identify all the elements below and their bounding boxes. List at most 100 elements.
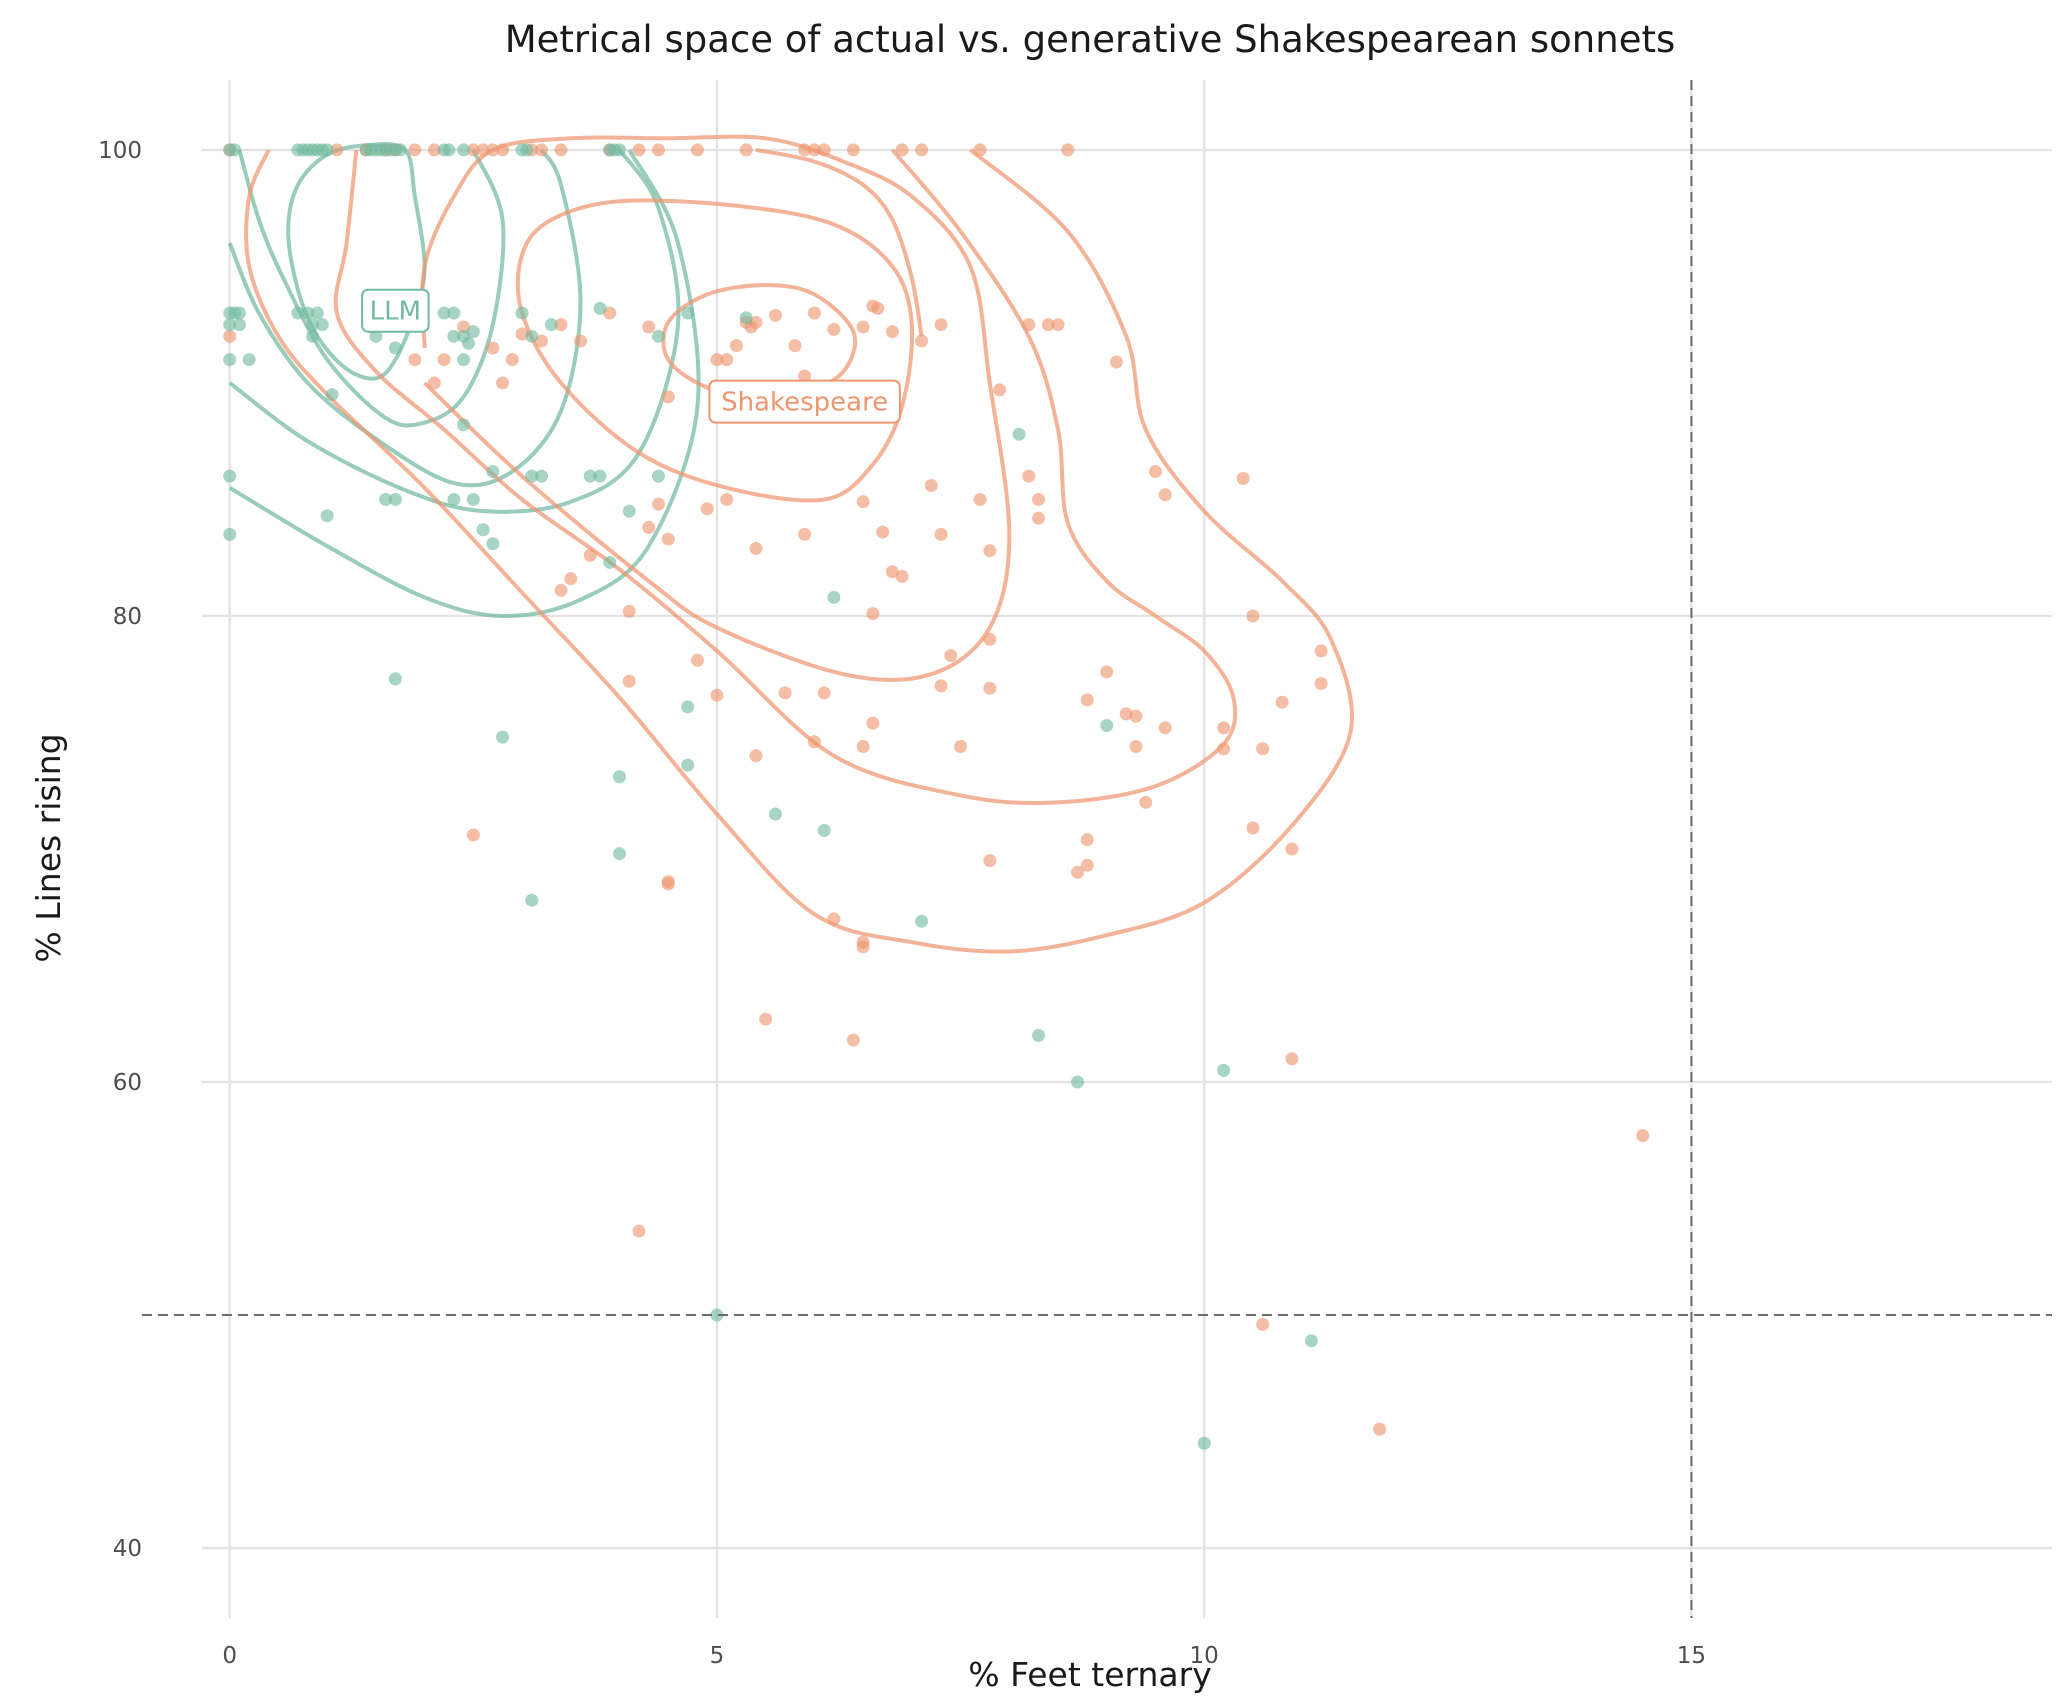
shakespeare-point <box>1080 693 1094 707</box>
shakespeare-point <box>973 143 987 157</box>
shakespeare-point <box>1275 695 1289 709</box>
shakespeare-point <box>564 572 578 586</box>
llm-point <box>681 758 695 772</box>
shakespeare-point <box>895 569 909 583</box>
shakespeare-point <box>885 565 899 579</box>
shakespeare-point <box>1109 355 1123 369</box>
llm-point <box>613 770 626 784</box>
shakespeare-point <box>1246 609 1260 623</box>
chart-title: Metrical space of actual vs. generative … <box>505 18 1676 61</box>
shakespeare-point <box>661 390 675 404</box>
llm-point <box>447 306 461 320</box>
shakespeare-point <box>476 143 490 157</box>
llm-point <box>593 469 607 483</box>
reference-lines <box>142 80 2052 1618</box>
llm-point <box>476 523 490 537</box>
shakespeare-point <box>1100 665 1114 679</box>
shakespeare-point <box>505 353 519 367</box>
shakespeare-point <box>466 143 480 157</box>
llm-point <box>525 469 539 483</box>
llm-point <box>915 914 929 928</box>
llm-point <box>520 143 534 157</box>
shakespeare-point <box>437 353 451 367</box>
llm-point <box>301 306 315 320</box>
llm-point <box>457 418 471 432</box>
shakespeare-point <box>690 143 704 157</box>
llm-point <box>1032 1028 1046 1042</box>
shakespeare-point <box>846 1033 860 1047</box>
llm-point <box>486 464 500 478</box>
shakespeare-point <box>1071 865 1085 879</box>
shakespeare-point <box>749 315 763 329</box>
shakespeare-contour-5 <box>244 148 1354 954</box>
shakespeare-point <box>827 912 841 926</box>
llm-contour-2 <box>237 149 506 428</box>
llm-point <box>1197 1436 1211 1450</box>
shakespeare-point <box>1080 858 1094 872</box>
shakespeare-point <box>1129 739 1143 753</box>
shakespeare-point <box>690 653 704 667</box>
llm-point <box>310 306 324 320</box>
shakespeare-point <box>871 301 885 315</box>
llm-point <box>232 306 246 320</box>
llm-contour-3 <box>227 148 583 488</box>
shakespeare-point <box>866 716 880 730</box>
llm-point <box>369 329 383 343</box>
llm-point <box>223 353 237 367</box>
llm-point <box>320 143 334 157</box>
shakespeare-point <box>1080 833 1094 847</box>
llm-point <box>496 730 510 744</box>
shakespeare-contour-3 <box>420 134 1012 683</box>
shakespeare-point <box>632 1224 646 1238</box>
shakespeare-point <box>651 143 665 157</box>
shakespeare-point <box>1217 742 1231 756</box>
shakespeare-contour-4 <box>333 148 1238 806</box>
llm-point <box>223 318 237 332</box>
shakespeare-point <box>1246 821 1260 835</box>
shakespeare-point <box>661 877 675 891</box>
shakespeare-point <box>651 497 665 511</box>
y-axis-title: % Lines rising <box>29 733 68 962</box>
shakespeare-point <box>954 739 968 753</box>
shakespeare-point <box>993 383 1007 397</box>
shakespeare-point <box>223 329 237 343</box>
shakespeare-point <box>486 341 500 355</box>
shakespeare-point <box>661 532 675 546</box>
llm-point <box>228 143 242 157</box>
axis-ticks: 0 5 10 15 40 60 80 100 <box>98 138 1706 1669</box>
shakespeare-point <box>1236 471 1250 485</box>
llm-point <box>388 492 402 506</box>
shakespeare-point <box>1022 318 1036 332</box>
shakespeare-point <box>807 143 821 157</box>
shakespeare-point <box>856 320 870 334</box>
y-tick-label: 80 <box>113 604 142 630</box>
llm-point <box>603 555 617 569</box>
shakespeare-point <box>622 604 636 618</box>
shakespeare-point <box>720 492 734 506</box>
llm-point <box>1012 427 1026 441</box>
shakespeare-point <box>710 688 724 702</box>
shakespeare-point <box>1256 742 1270 756</box>
shakespeare-point <box>798 369 812 383</box>
shakespeare-point <box>720 353 734 367</box>
llm-point <box>739 311 753 325</box>
llm-point <box>306 329 320 343</box>
shakespeare-point <box>729 339 743 353</box>
shakespeare-point <box>710 353 724 367</box>
shakespeare-point <box>642 320 656 334</box>
series-labels: LLM Shakespeare <box>361 288 901 424</box>
shakespeare-point <box>1022 469 1036 483</box>
shakespeare-point <box>330 143 344 157</box>
shakespeare-point <box>934 679 948 693</box>
shakespeare-point <box>574 334 588 348</box>
shakespeare-point <box>1041 318 1055 332</box>
llm-point <box>651 329 665 343</box>
shakespeare-point <box>856 495 870 509</box>
llm-point <box>447 492 461 506</box>
x-axis-title: % Feet ternary <box>968 1655 1212 1694</box>
llm-point <box>232 318 246 332</box>
shakespeare-point <box>1314 644 1328 658</box>
llm-point <box>535 469 549 483</box>
